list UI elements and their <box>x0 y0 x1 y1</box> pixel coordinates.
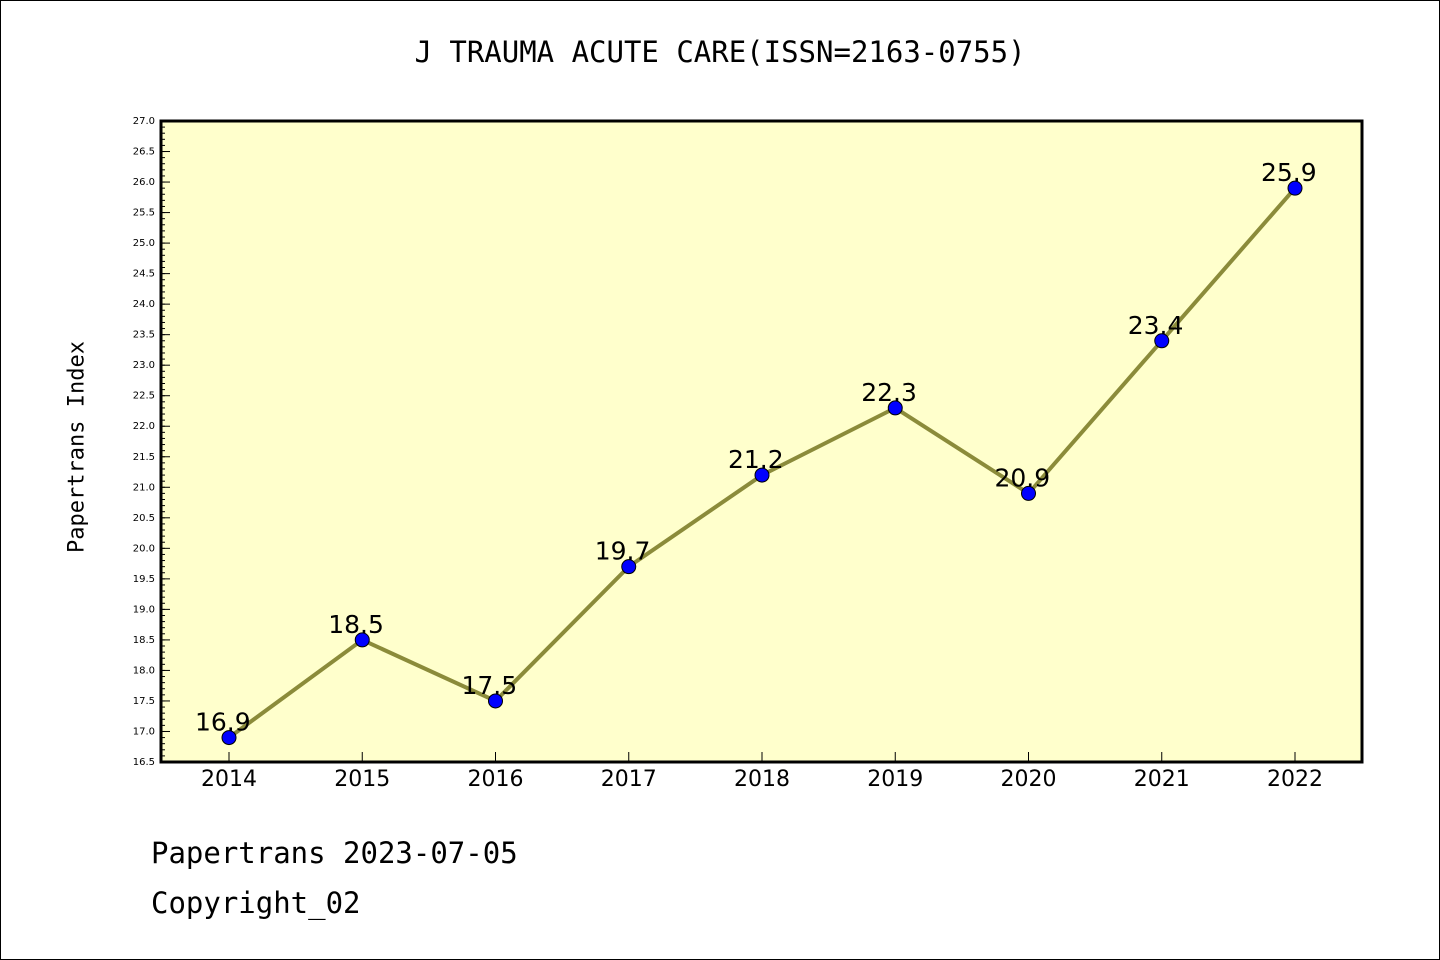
data-label: 21.2 <box>728 445 784 474</box>
data-label: 25.9 <box>1261 158 1317 187</box>
y-tick-label: 21.0 <box>133 482 155 493</box>
data-point <box>488 693 503 709</box>
y-tick-label: 18.5 <box>133 635 155 646</box>
y-tick-label: 19.0 <box>133 604 155 615</box>
data-label: 17.5 <box>462 671 518 700</box>
y-tick-label: 24.0 <box>133 299 155 310</box>
y-tick-label: 21.5 <box>133 452 155 463</box>
y-tick-label: 26.5 <box>133 147 155 158</box>
data-label: 20.9 <box>995 463 1051 492</box>
y-tick-label: 25.5 <box>133 208 155 219</box>
data-label: 23.4 <box>1128 311 1184 340</box>
y-tick-label: 23.0 <box>133 360 155 371</box>
y-tick-label: 22.5 <box>133 391 155 402</box>
x-tick-label: 2022 <box>1267 767 1323 792</box>
x-tick-label: 2015 <box>334 767 390 792</box>
data-label: 22.3 <box>861 378 917 407</box>
y-tick-label: 25.0 <box>133 238 155 249</box>
data-label: 18.5 <box>328 610 384 639</box>
data-point <box>1287 180 1303 196</box>
y-tick-label: 23.5 <box>133 330 155 341</box>
y-tick-label: 24.5 <box>133 269 155 280</box>
data-point <box>754 467 770 483</box>
data-point <box>887 400 903 416</box>
data-point <box>621 559 637 575</box>
y-tick-label: 20.5 <box>133 513 155 524</box>
x-tick-label: 2017 <box>601 767 657 792</box>
y-tick-label: 22.0 <box>133 421 155 432</box>
chart-title: J TRAUMA ACUTE CARE(ISSN=2163-0755) <box>414 35 1026 69</box>
footer-date: Papertrans 2023-07-05 <box>151 836 518 870</box>
footer-copyright: Copyright_02 <box>151 886 361 920</box>
data-point <box>221 730 237 746</box>
plot-frame <box>159 119 1364 764</box>
x-tick-label: 2021 <box>1134 767 1190 792</box>
x-tick-label: 2020 <box>1001 767 1057 792</box>
y-tick-label: 16.5 <box>133 757 155 768</box>
y-tick-label: 17.5 <box>133 696 155 707</box>
y-tick-label: 17.0 <box>133 726 155 737</box>
x-tick-label: 2016 <box>468 767 524 792</box>
y-tick-label: 19.5 <box>133 574 155 585</box>
y-tick-label: 26.0 <box>133 177 155 188</box>
data-point <box>1154 333 1170 349</box>
x-tick-label: 2014 <box>201 767 257 792</box>
plot-area <box>161 121 1362 762</box>
x-tick-label: 2018 <box>734 767 790 792</box>
data-markers <box>221 180 1303 746</box>
data-label: 16.9 <box>195 708 251 737</box>
y-tick-label: 18.0 <box>133 665 155 676</box>
x-tick-label: 2019 <box>867 767 923 792</box>
x-axis: 2014 2015 2016 2017 2018 2019 2020 2021 2022 <box>201 752 1323 792</box>
data-point <box>354 632 370 648</box>
data-labels: 16.9 18.5 17.5 19.7 21.2 22.3 20.9 23.4 25.9 <box>195 158 1317 736</box>
y-tick-label: 20.0 <box>133 543 155 554</box>
data-label: 19.7 <box>595 537 651 566</box>
y-tick-label: 27.0 <box>133 116 155 127</box>
data-point <box>1021 485 1036 501</box>
